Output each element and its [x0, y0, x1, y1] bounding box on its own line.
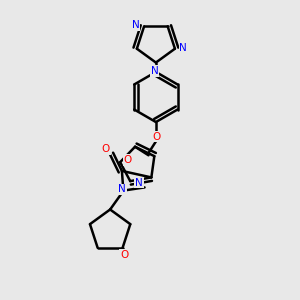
Text: N: N	[135, 178, 143, 188]
Text: N: N	[179, 43, 187, 53]
Text: N: N	[151, 66, 158, 76]
Text: N: N	[118, 184, 126, 194]
Text: O: O	[102, 144, 110, 154]
Text: O: O	[123, 155, 132, 165]
Text: N: N	[132, 20, 140, 30]
Text: O: O	[153, 132, 161, 142]
Text: O: O	[120, 250, 128, 260]
